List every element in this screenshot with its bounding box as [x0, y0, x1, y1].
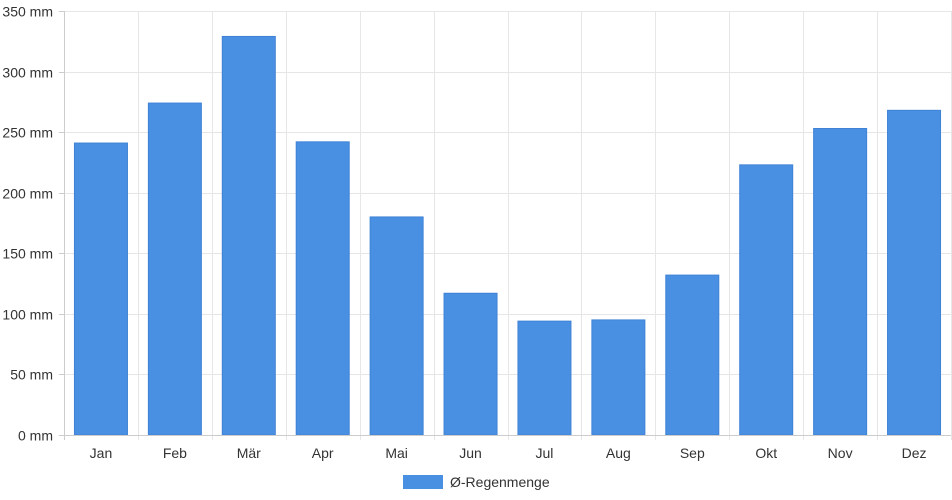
y-tick-label: 150 mm [2, 246, 53, 262]
bar [369, 216, 424, 436]
y-tick-label: 350 mm [2, 4, 53, 20]
y-tick-label: 200 mm [2, 186, 53, 202]
bars [73, 35, 942, 436]
y-tick-label: 50 mm [10, 367, 53, 383]
x-tick-label: Mai [385, 445, 408, 461]
legend[interactable]: Ø-Regenmenge [403, 474, 550, 490]
x-tick-label: Jul [536, 445, 554, 461]
y-tick-labels: 0 mm 50 mm 100 mm 150 mm 200 mm 250 mm 300 mm 3… [2, 4, 53, 444]
y-tick-label: 250 mm [2, 125, 53, 141]
bar [813, 128, 868, 436]
y-tick-label: 0 mm [18, 428, 53, 444]
x-tick-label: Dez [902, 445, 927, 461]
x-tick-label: Jan [90, 445, 113, 461]
bar [295, 141, 350, 436]
x-tick-label: Jun [459, 445, 482, 461]
bar [443, 292, 498, 436]
bar [591, 319, 646, 436]
y-tick-label: 100 mm [2, 307, 53, 323]
legend-label: Ø-Regenmenge [450, 474, 550, 490]
x-tick-label: Feb [163, 445, 187, 461]
x-tick-label: Apr [312, 445, 334, 461]
bar [887, 109, 942, 436]
x-tick-label: Okt [755, 445, 777, 461]
x-tick-label: Sep [680, 445, 705, 461]
legend-swatch [403, 475, 443, 489]
y-tick-label: 300 mm [2, 65, 53, 81]
x-tick-label: Mär [237, 445, 261, 461]
axes [64, 11, 951, 440]
x-tick-labels: Jan Feb Mär Apr Mai Jun Jul Aug Sep Okt Nov Dez [90, 445, 927, 461]
bar [147, 102, 202, 436]
x-tick-label: Aug [606, 445, 631, 461]
bar [739, 164, 794, 436]
bar [517, 320, 572, 436]
bar [665, 274, 720, 436]
x-tick-label: Nov [828, 445, 853, 461]
bar [73, 142, 128, 436]
bar [221, 35, 276, 436]
